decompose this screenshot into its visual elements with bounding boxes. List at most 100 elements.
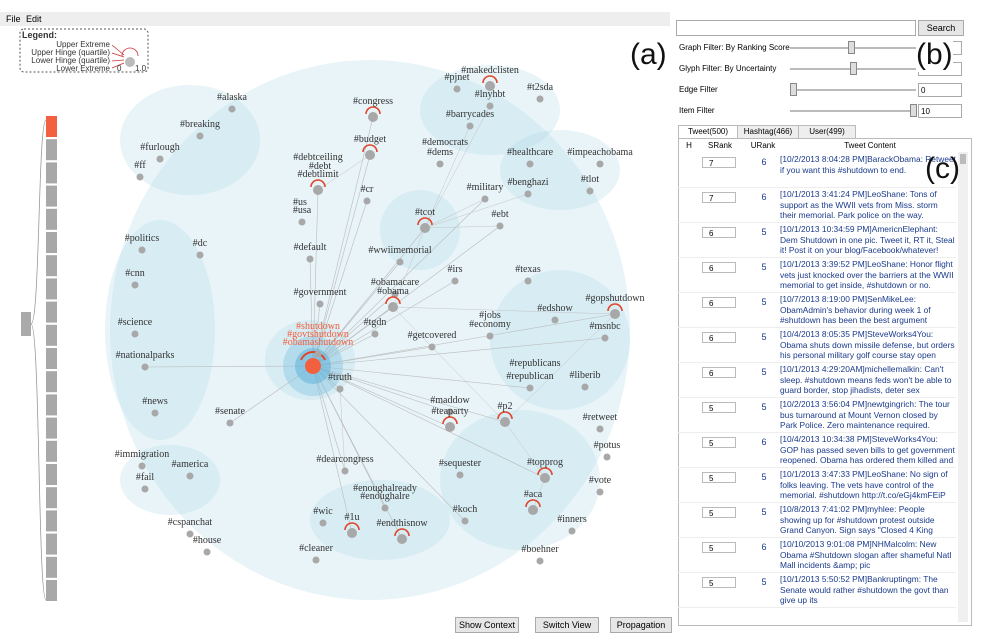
slider-thumb[interactable] bbox=[790, 83, 797, 96]
timeline-bin bbox=[46, 116, 57, 137]
tab[interactable]: Tweet(500) bbox=[678, 125, 738, 139]
filter-input[interactable]: 0 bbox=[918, 83, 962, 97]
column-header[interactable]: URank bbox=[750, 141, 776, 150]
slider-track[interactable] bbox=[790, 110, 916, 112]
srank-select[interactable]: 6 bbox=[702, 367, 736, 378]
scrollbar[interactable] bbox=[958, 152, 968, 622]
node bbox=[500, 417, 510, 427]
table-row[interactable]: 5 6 [10/10/2013 9:01:08 PM]NHMalcolm: New … bbox=[678, 537, 956, 573]
srank-select[interactable]: 5 bbox=[702, 542, 736, 553]
search-button[interactable]: Search bbox=[918, 20, 964, 36]
node-label: #healthcare bbox=[507, 147, 554, 158]
legend-glyph bbox=[125, 57, 135, 67]
node-label: #cnn bbox=[125, 268, 144, 279]
table-row[interactable]: 6 5 [10/4/2013 8:05:35 PM]SteveWorks4You: … bbox=[678, 327, 956, 363]
filter-label: Item Filter bbox=[679, 106, 715, 115]
slider-thumb[interactable] bbox=[850, 62, 857, 75]
node-label: #obamacare bbox=[371, 277, 420, 288]
tab[interactable]: Hashtag(466) bbox=[737, 125, 799, 139]
node-label: #wic bbox=[313, 506, 333, 517]
srank-select[interactable]: 5 bbox=[702, 402, 736, 413]
edge bbox=[424, 225, 501, 229]
node-label: #impeachobama bbox=[567, 147, 633, 158]
filter-label: Glyph Filter: By Uncertainty bbox=[679, 64, 777, 73]
menu-item[interactable]: File bbox=[6, 14, 21, 24]
glyph-arc bbox=[385, 296, 401, 305]
table-row[interactable]: 6 5 [10/1/2013 4:29:20AM]michellemalkin: C… bbox=[678, 362, 956, 398]
node-label: #lnyhbt bbox=[475, 89, 506, 100]
srank-select[interactable]: 5 bbox=[702, 577, 736, 588]
node-label: #liberib bbox=[569, 370, 600, 381]
table-row[interactable]: 6 5 [10/1/2013 10:34:59 PM]AmericnElephant… bbox=[678, 222, 956, 258]
srank-select[interactable]: 5 bbox=[702, 507, 736, 518]
srank-select[interactable]: 6 bbox=[702, 297, 736, 308]
node bbox=[486, 332, 494, 340]
node-label: #government bbox=[294, 287, 347, 298]
switch-view-button[interactable]: Switch View bbox=[535, 617, 599, 633]
tab[interactable]: User(499) bbox=[798, 125, 856, 139]
node bbox=[428, 343, 436, 351]
menu-item[interactable]: Edit bbox=[26, 14, 42, 24]
srank-select[interactable]: 6 bbox=[702, 332, 736, 343]
panel-label: (b) bbox=[916, 38, 953, 72]
filter-label: Edge Filter bbox=[679, 85, 718, 94]
legend-item: Lower Hinge (quartile) bbox=[31, 56, 110, 65]
table-row[interactable]: 5 5 [10/1/2013 5:50:52 PM]Bankruptingm: Th… bbox=[678, 572, 956, 608]
node-label: #debt bbox=[309, 161, 331, 172]
table-row[interactable]: 7 6 [10/1/2013 3:41:24 PM]LeoShane: Tons o… bbox=[678, 187, 956, 223]
srank-select[interactable]: 6 bbox=[702, 227, 736, 238]
urank-cell: 5 bbox=[761, 367, 767, 377]
node-label: #immigration bbox=[115, 449, 169, 460]
timeline-bin bbox=[46, 208, 57, 230]
node bbox=[581, 383, 589, 391]
edge bbox=[312, 365, 353, 534]
urank-cell: 5 bbox=[761, 472, 767, 482]
node-label: #dems bbox=[427, 147, 453, 158]
column-header[interactable]: H bbox=[686, 141, 692, 150]
focus-node bbox=[305, 358, 321, 374]
node-label: #ebt bbox=[491, 209, 508, 220]
table-row[interactable]: 6 5 [10/7/2013 8:19:00 PM]SenMikeLee: Obam… bbox=[678, 292, 956, 328]
table-row[interactable]: 7 6 [10/2/2013 8:04:28 PM]BarackObama: Ret… bbox=[678, 152, 956, 188]
node-label: #dearcongress bbox=[316, 454, 373, 465]
node-label: #debtceiling bbox=[293, 152, 342, 163]
show-context-button[interactable]: Show Context bbox=[455, 617, 519, 633]
node bbox=[496, 222, 504, 230]
node bbox=[536, 557, 544, 565]
column-header[interactable]: SRank bbox=[707, 141, 732, 150]
slider-thumb[interactable] bbox=[910, 104, 917, 117]
table-row[interactable]: 5 5 [10/1/2013 3:47:33 PM]LeoShane: No sig… bbox=[678, 467, 956, 503]
node-label: #alaska bbox=[217, 92, 248, 103]
node-label: #benghazi bbox=[507, 177, 548, 188]
node bbox=[186, 530, 194, 538]
srank-select[interactable]: 6 bbox=[702, 262, 736, 273]
urank-cell: 6 bbox=[761, 542, 767, 552]
search-input[interactable] bbox=[676, 20, 916, 36]
srank-select[interactable]: 7 bbox=[702, 157, 736, 168]
legend-title: Legend: bbox=[22, 30, 57, 40]
node-label: #tgdn bbox=[364, 317, 387, 328]
glyph-arc bbox=[310, 179, 326, 188]
timeline-sidebar bbox=[21, 116, 57, 601]
node-label: #usa bbox=[293, 205, 312, 216]
srank-select[interactable]: 5 bbox=[702, 437, 736, 448]
filter-input[interactable]: 10 bbox=[918, 104, 962, 118]
node-label: #pjnet bbox=[445, 72, 470, 83]
table-body: 7 6 [10/2/2013 8:04:28 PM]BarackObama: Ret… bbox=[678, 152, 956, 622]
node-label: #enoughalready bbox=[353, 483, 417, 494]
table-row[interactable]: 6 5 [10/1/2013 3:39:52 PM]LeoShane: Honor … bbox=[678, 257, 956, 293]
table-row[interactable]: 5 5 [10/8/2013 7:41:02 PM]myhlee: People s… bbox=[678, 502, 956, 538]
table-row[interactable]: 5 5 [10/2/2013 3:56:04 PM]newtgingrich: Th… bbox=[678, 397, 956, 433]
table-row[interactable]: 5 6 [10/4/2013 10:34:38 PM]SteveWorks4You:… bbox=[678, 432, 956, 468]
column-header[interactable]: Tweet Content bbox=[844, 141, 896, 150]
srank-select[interactable]: 7 bbox=[702, 192, 736, 203]
tweet-text: [10/2/2013 3:56:04 PM]newtgingrich: The … bbox=[780, 399, 950, 431]
slider-track[interactable] bbox=[790, 89, 916, 91]
propagation-button[interactable]: Propagation bbox=[610, 617, 672, 633]
node bbox=[485, 81, 495, 91]
slider-thumb[interactable] bbox=[848, 41, 855, 54]
srank-select[interactable]: 5 bbox=[702, 472, 736, 483]
node bbox=[203, 548, 211, 556]
timeline-bin bbox=[46, 255, 57, 277]
